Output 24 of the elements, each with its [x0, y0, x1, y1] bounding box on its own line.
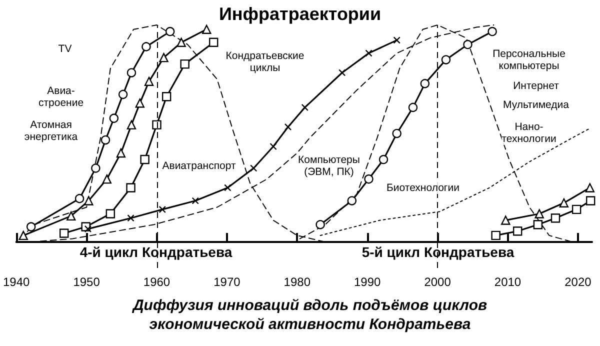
x-tick-label: 2020 [564, 275, 592, 289]
annotation: Атомная энергетика [24, 119, 78, 143]
annotation: TV [58, 43, 72, 55]
annotation: Биотехнологии [386, 182, 460, 194]
annotation: Персональные компьютеры [492, 48, 566, 72]
x-tick-label: 1940 [2, 275, 30, 289]
annotation: Интернет [513, 80, 560, 92]
x-tick-label: 2010 [494, 275, 522, 289]
x-tick-label: 1970 [214, 275, 241, 289]
text: 4-й цикл Кондратьева [80, 244, 232, 260]
x-tick-label: 1990 [354, 275, 382, 289]
annotation: Авиа- строение [38, 85, 84, 109]
text: Диффузия инноваций вдоль подъёмов циклов экономической активности Кондратьева [130, 297, 488, 333]
x-tick-label: 1980 [284, 275, 311, 289]
chart-title: Инфратраектории [218, 4, 382, 24]
annotation: Авиатранспорт [162, 160, 236, 172]
annotation: Кондратьевские циклы [226, 50, 304, 74]
annotation: Мультимедиа [503, 99, 570, 111]
x-tick-label: 1950 [73, 275, 100, 289]
annotation: Компьютеры (ЭВМ, ПК) [298, 154, 360, 178]
x-tick-label: 1960 [143, 275, 170, 289]
annotation: Нано- технологии [502, 121, 556, 145]
text: 5-й цикл Кондратьева [362, 244, 514, 260]
x-tick-label: 2000 [424, 275, 452, 289]
